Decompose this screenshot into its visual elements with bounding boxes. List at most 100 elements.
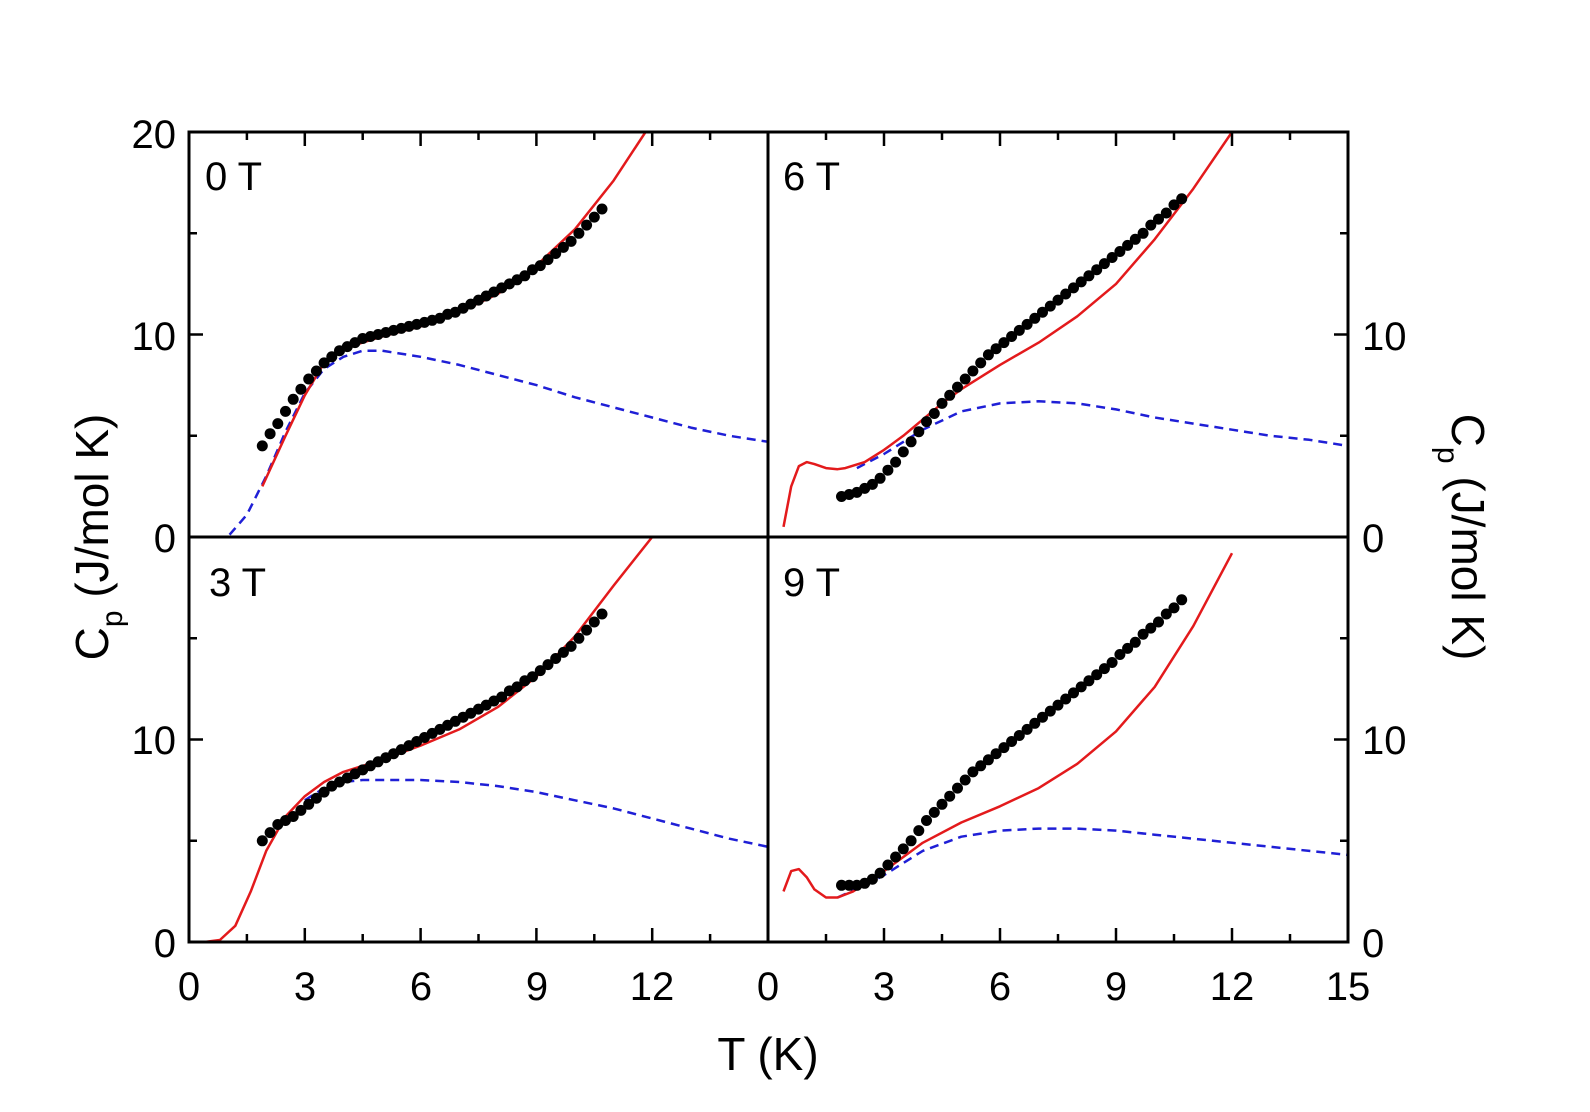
- data-point: [264, 827, 276, 839]
- data-point: [573, 227, 585, 239]
- data-point: [913, 825, 925, 837]
- data-point: [565, 640, 577, 652]
- data-point: [1176, 594, 1188, 606]
- data-point: [295, 383, 307, 395]
- data-point: [542, 254, 554, 266]
- data-point: [1006, 736, 1018, 747]
- x-tick-label: 0: [757, 965, 779, 1009]
- data-point: [264, 428, 276, 440]
- panel-label-0T: 0 T: [205, 155, 262, 199]
- data-point: [1129, 636, 1141, 648]
- data-point: [256, 440, 268, 452]
- data-point: [496, 691, 508, 703]
- data-point: [256, 835, 268, 847]
- data-point: [944, 790, 956, 802]
- panel-label-6T: 6 T: [783, 155, 840, 199]
- data-point: [1153, 213, 1164, 225]
- data-point: [982, 349, 994, 361]
- data-point: [975, 760, 987, 772]
- data-point: [1098, 258, 1110, 270]
- data-point: [890, 851, 902, 863]
- data-point: [596, 203, 608, 215]
- y-axis-title-left: Cp (J/mol K): [66, 414, 129, 661]
- data-point: [982, 754, 994, 766]
- data-point: [1114, 649, 1126, 660]
- data-point: [874, 472, 886, 484]
- data-point: [897, 446, 909, 458]
- data-point: [1106, 657, 1118, 668]
- y-axis-title-left-symbol: C: [66, 627, 118, 660]
- data-point: [511, 681, 523, 693]
- y-axis-title-left-subscript: p: [96, 610, 129, 627]
- data-point: [1021, 723, 1033, 735]
- data-point: [1044, 705, 1056, 717]
- data-point: [527, 671, 538, 683]
- data-point: [1037, 711, 1048, 723]
- x-tick-label: 0: [178, 965, 200, 1009]
- data-point: [326, 351, 338, 363]
- data-point: [990, 343, 1002, 355]
- data-point: [1168, 602, 1180, 614]
- x-tick-label: 9: [1105, 965, 1127, 1009]
- y-tick-label: 0: [154, 922, 176, 966]
- y-tick-label: 0: [154, 517, 176, 561]
- y-tick-label: 0: [1362, 922, 1384, 966]
- data-point: [928, 806, 940, 818]
- data-point: [905, 436, 917, 448]
- data-point: [1091, 669, 1103, 681]
- panel-9T-series: [782, 552, 1348, 899]
- data-point: [310, 365, 322, 377]
- data-point: [1083, 270, 1095, 282]
- data-point: [1060, 693, 1072, 705]
- panel-label-9T: 9 T: [783, 561, 840, 605]
- y-axis-title-right: Cp (J/mol K): [1431, 414, 1494, 661]
- x-tick-label: 3: [873, 965, 895, 1009]
- data-point: [967, 766, 979, 778]
- data-point: [287, 393, 299, 405]
- data-point: [1129, 233, 1141, 245]
- data-point: [874, 867, 886, 879]
- model-line-6T: [782, 132, 1234, 528]
- data-point: [905, 835, 917, 847]
- data-point: [1029, 717, 1041, 729]
- data-point: [928, 408, 940, 419]
- data-point: [1013, 324, 1025, 336]
- data-point: [1060, 288, 1072, 300]
- data-point: [588, 211, 600, 223]
- data-point: [1006, 331, 1018, 342]
- data-point: [534, 665, 546, 677]
- panel-6T-series: [782, 132, 1348, 528]
- data-point: [936, 798, 948, 810]
- data-point: [318, 786, 330, 798]
- data-point: [310, 792, 322, 804]
- panel-0T-series: [200, 132, 768, 537]
- y-axis-title-right-symbol: C: [1442, 414, 1494, 447]
- y-axis-title-left-unit: (J/mol K): [66, 414, 118, 611]
- data-point: [1122, 642, 1134, 654]
- data-point: [1021, 318, 1033, 330]
- data-point: [1091, 264, 1103, 276]
- data-point: [866, 478, 878, 490]
- data-point: [1068, 687, 1079, 699]
- schottky-line-0T: [200, 349, 768, 537]
- data-point: [573, 632, 585, 644]
- data-point: [1068, 282, 1079, 294]
- data-point: [921, 815, 932, 826]
- x-tick-label: 15: [1326, 965, 1371, 1009]
- x-tick-label: 9: [526, 965, 548, 1009]
- data-point: [1037, 306, 1048, 318]
- data-point: [272, 418, 284, 430]
- x-tick-label: 12: [1210, 965, 1255, 1009]
- data-point: [1052, 294, 1064, 306]
- data-point: [295, 804, 307, 816]
- data-point: [1083, 675, 1095, 687]
- schottky-line-9T: [837, 827, 1348, 899]
- schottky-line-3T: [304, 778, 768, 849]
- y-tick-label: 10: [132, 315, 177, 359]
- x-tick-label: 6: [989, 965, 1011, 1009]
- data-point: [836, 879, 847, 891]
- y-tick-label: 10: [132, 719, 177, 763]
- panel-label-3T: 3 T: [209, 561, 266, 605]
- y-tick-label: 20: [132, 113, 177, 157]
